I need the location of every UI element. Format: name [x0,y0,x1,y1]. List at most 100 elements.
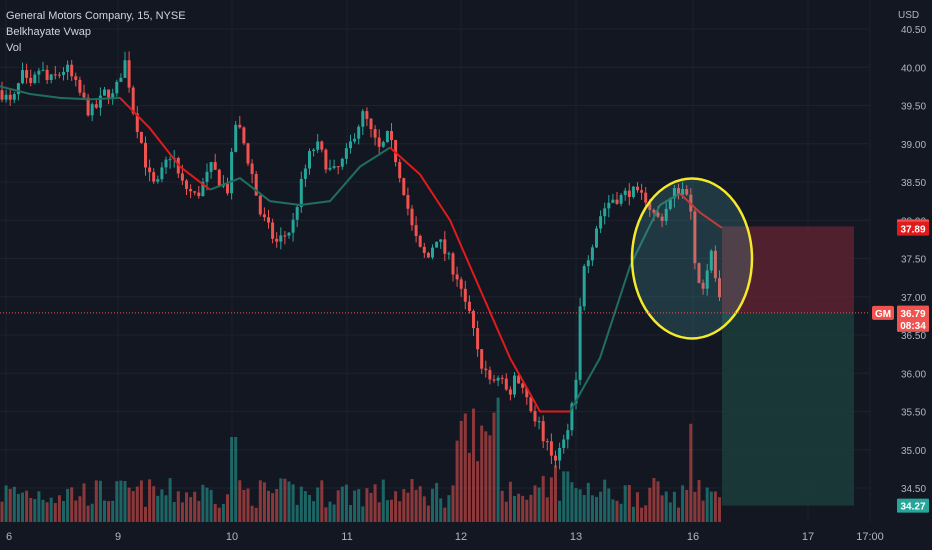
candle-body [480,349,484,369]
volume-bar [492,412,496,522]
volume-bar [422,496,426,522]
volume-bar [713,491,717,522]
volume-bar [287,481,291,522]
candle-body [607,202,611,209]
volume-bar [340,486,344,522]
candle-body [332,166,336,168]
volume-bar [316,487,320,522]
volume-bar [16,493,20,522]
volume-bar [29,497,33,522]
candle-body [578,306,582,380]
volume-bar [418,486,422,522]
time-tick-label: 11 [341,531,352,543]
volume-bar [193,491,197,522]
candle-body [668,198,672,209]
volume-bar [238,480,242,522]
candle-body [508,389,512,395]
volume-bar [25,490,29,522]
candle-body [627,190,631,198]
currency-label[interactable]: USD [898,10,920,21]
candle-body [488,370,492,380]
candle-body [595,228,598,248]
volume-bar [640,507,644,522]
candle-body [701,282,705,289]
price-tag-current [897,305,929,332]
volume-bar [324,507,328,522]
candle-body [320,141,324,150]
candle-body [312,149,316,152]
volume-bar [582,495,586,522]
position-zones [722,226,854,506]
volume-bar [45,502,49,522]
candle-body [349,141,352,149]
symbol-title[interactable]: General Motors Company, 15, NYSE [6,10,186,22]
volume-bar [521,495,525,522]
candle-body [287,232,291,236]
volume-bar [156,495,160,522]
vwap-segment-up [0,85,121,101]
candle-body [4,94,8,100]
price-tag [897,221,929,236]
candle-body [439,239,443,242]
time-tick-label: 6 [6,531,12,543]
volume-bar [648,487,652,522]
price-tag-text: 36.79 [900,309,925,320]
candle-body [258,195,262,215]
volume-bar [619,503,623,522]
volume-bar [308,494,311,522]
candle-body [697,263,701,283]
volume-bar [312,501,316,522]
candle-body [299,178,303,208]
volume-bar [98,480,102,522]
candle-body [344,148,348,159]
candle-body [0,90,4,100]
time-axis[interactable]: 6 9 10 11 12 13 16 17 17:00 [6,531,884,543]
price-tick-label: 35.00 [901,446,926,457]
price-tag [897,498,929,513]
candle-body [484,368,488,371]
candle-body [271,222,275,239]
price-tick-label: 40.50 [901,25,926,36]
volume-bar [205,487,209,522]
indicator-volume-label[interactable]: Vol [6,42,22,54]
candle-body [127,60,131,88]
candle-body [693,211,697,264]
candle-body [426,252,430,258]
candle-body [57,74,61,76]
volume-bar [443,507,447,522]
volume-bar [21,492,24,522]
candle-body [328,167,332,170]
volume-bar [590,495,594,522]
time-tick-label: 13 [570,531,582,543]
candle-body [49,74,53,80]
candle-body [672,188,676,199]
candle-body [500,377,504,379]
candle-body [238,124,242,128]
candle-body [62,71,65,75]
candle-body [398,162,402,179]
candle-body [406,195,410,209]
candle-body [513,375,516,395]
volume-bar [267,490,270,522]
candle-body [361,111,365,127]
volume-bar [295,504,299,522]
indicator-vwap-label[interactable]: Belkhayate Vwap [6,26,91,38]
volume-bar [70,487,74,522]
candle-body [164,159,168,168]
volume-bar [570,482,574,522]
candle-body [402,178,406,196]
volume-bar [513,496,516,522]
candle-body [718,278,721,298]
candle-body [353,138,357,142]
candle-body [66,64,70,72]
candle-body [611,199,615,203]
volume-bar [517,493,521,522]
price-tick-label: 38.50 [901,178,926,189]
price-tick-label: 36.00 [901,369,926,380]
time-tick-label: 17:00 [856,531,884,543]
candle-body [246,143,250,164]
volume-bar [463,413,467,522]
volume-bar [599,491,603,522]
candle-body [517,375,521,384]
